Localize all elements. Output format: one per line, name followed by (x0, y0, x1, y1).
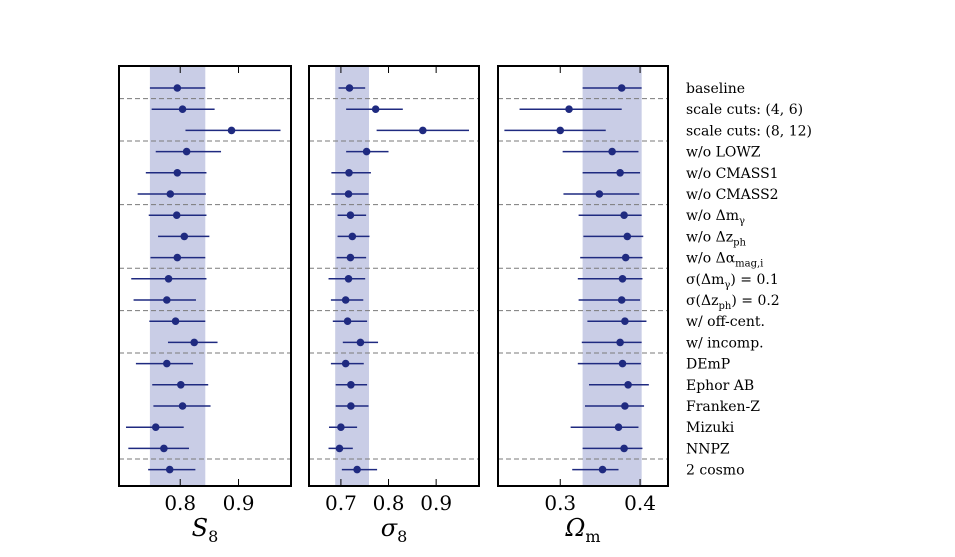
row-label: σ(Δzph) = 0.2 (686, 293, 780, 312)
row-label: w/o Δmγ (686, 208, 745, 227)
data-point (556, 126, 565, 135)
row-label: scale cuts: (8, 12) (686, 123, 812, 139)
row-label: w/o CMASS2 (686, 187, 779, 203)
data-point (347, 402, 355, 410)
data-point (620, 444, 628, 453)
data-point (620, 211, 628, 219)
data-point (419, 126, 427, 135)
row-label: 2 cosmo (686, 463, 745, 479)
row-label: w/o CMASS1 (686, 166, 779, 182)
data-point (163, 359, 171, 368)
data-point (180, 232, 189, 241)
data-point (345, 169, 353, 177)
data-point (616, 338, 624, 347)
x-tick-label: 0.3 (544, 491, 576, 515)
data-point (344, 190, 353, 198)
panel-1: 0.8 0.9S8 (118, 65, 292, 546)
data-point (344, 275, 353, 283)
data-point (182, 147, 191, 156)
row-label: w/ incomp. (686, 335, 764, 351)
panel-frame (497, 65, 669, 487)
data-point (362, 147, 371, 156)
data-point (164, 275, 173, 283)
panel-frame (308, 65, 480, 487)
data-point (335, 444, 344, 453)
data-point (621, 253, 630, 262)
x-axis-title: σ8 (381, 514, 408, 546)
data-point (371, 105, 380, 113)
data-point (173, 169, 182, 177)
data-point (348, 232, 357, 241)
data-point (608, 147, 616, 156)
data-point (343, 317, 352, 326)
row-label: baseline (686, 81, 745, 97)
data-point (227, 126, 236, 135)
data-point (617, 84, 626, 92)
row-label: w/o LOWZ (686, 145, 761, 161)
data-point (346, 253, 355, 262)
data-point (172, 211, 181, 219)
data-point (616, 169, 624, 177)
data-point (346, 211, 355, 219)
data-point (160, 444, 168, 453)
row-label: DEmP (686, 357, 730, 373)
data-point (356, 338, 365, 347)
data-point (618, 359, 627, 368)
data-point (171, 317, 180, 326)
x-tick-label: 0.9 (420, 491, 452, 515)
x-tick-label: 0.7 (325, 491, 357, 515)
baseline-band (335, 66, 369, 486)
panel-3: 0.3 0.4 Ωm (497, 65, 669, 546)
data-point (618, 275, 627, 283)
row-label: Franken-Z (686, 399, 760, 415)
data-point (163, 296, 171, 304)
baseline-band (582, 66, 642, 486)
row-label: σ(Δmγ) = 0.1 (686, 272, 779, 291)
data-point (565, 105, 573, 113)
data-point (345, 84, 354, 92)
row-label: Ephor AB (686, 378, 754, 394)
data-point (166, 190, 175, 198)
row-label: scale cuts: (4, 6) (686, 102, 803, 118)
data-point (621, 402, 629, 410)
x-axis-title: Ωm (564, 514, 600, 546)
data-point (177, 381, 185, 389)
data-point (173, 253, 182, 262)
data-point (617, 296, 626, 304)
row-label: Mizuki (686, 420, 735, 436)
data-point (347, 381, 355, 389)
data-point (614, 423, 623, 432)
row-label: NNPZ (686, 441, 730, 457)
data-point (173, 84, 182, 92)
data-point (595, 190, 604, 198)
data-point (341, 296, 350, 304)
data-point (151, 423, 160, 432)
data-point (598, 465, 607, 474)
x-tick-label: 0.8 (164, 491, 196, 515)
x-tick-label: 0.4 (624, 491, 656, 515)
data-point (623, 232, 632, 241)
data-point (165, 465, 174, 474)
data-point (178, 105, 187, 113)
row-label: w/o Δzph (686, 229, 746, 248)
data-point (624, 381, 632, 389)
data-point (178, 402, 187, 410)
data-point (337, 423, 345, 432)
data-point (341, 359, 350, 368)
data-point (190, 338, 199, 347)
row-labels: baseline scale cuts: (4, 6) scale cuts: (8… (686, 81, 812, 479)
panel-frame (118, 65, 292, 487)
x-tick-label: 0.9 (223, 491, 255, 515)
x-tick-label: 0.8 (373, 491, 405, 515)
data-point (621, 317, 629, 326)
row-label: w/o Δαmag,i (686, 251, 763, 270)
x-axis-title: S8 (192, 514, 219, 546)
baseline-band (149, 66, 206, 486)
data-point (353, 465, 361, 474)
row-label: w/ off-cent. (686, 314, 765, 330)
panel-2: 0.7 0.8 0.9 σ8 (308, 65, 480, 546)
